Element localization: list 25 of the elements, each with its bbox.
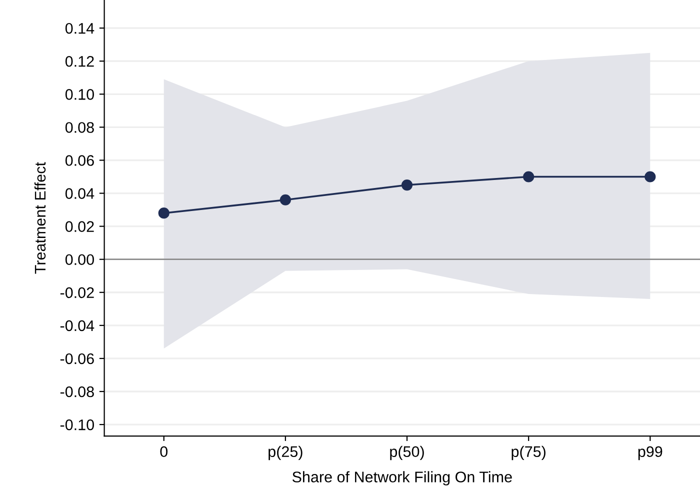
point bbox=[401, 179, 413, 191]
x-axis-title: Share of Network Filing On Time bbox=[292, 471, 512, 486]
x-tick-label: p(75) bbox=[512, 446, 546, 460]
y-tick-label: -0.08 bbox=[60, 386, 94, 398]
y-tick-label: 0.14 bbox=[65, 22, 94, 34]
y-tick-label: 0.06 bbox=[65, 155, 94, 166]
y-tick-label: 0.08 bbox=[65, 122, 94, 133]
y-tick-label: -0.04 bbox=[60, 320, 94, 332]
y-tick-label: 0.10 bbox=[65, 89, 94, 100]
point bbox=[158, 208, 170, 219]
y-tick-label: -0.10 bbox=[60, 419, 94, 430]
y-tick-label: 0.04 bbox=[65, 188, 94, 199]
point bbox=[644, 171, 656, 182]
y-tick-label: -0.06 bbox=[60, 353, 94, 364]
y-tick-label: 0.02 bbox=[65, 221, 94, 232]
y-tick-label: 0.00 bbox=[65, 254, 94, 266]
x-tick-label: 0 bbox=[160, 446, 168, 458]
y-tick-label: 0.12 bbox=[65, 56, 94, 67]
x-tick-label: p(25) bbox=[268, 446, 302, 460]
x-tick-label: p99 bbox=[638, 446, 662, 460]
y-axis-title: Treatment Effect bbox=[34, 162, 46, 274]
point bbox=[280, 194, 291, 206]
y-tick-label: -0.02 bbox=[60, 287, 94, 298]
point bbox=[523, 171, 534, 182]
x-tick-label: p(50) bbox=[390, 446, 424, 460]
